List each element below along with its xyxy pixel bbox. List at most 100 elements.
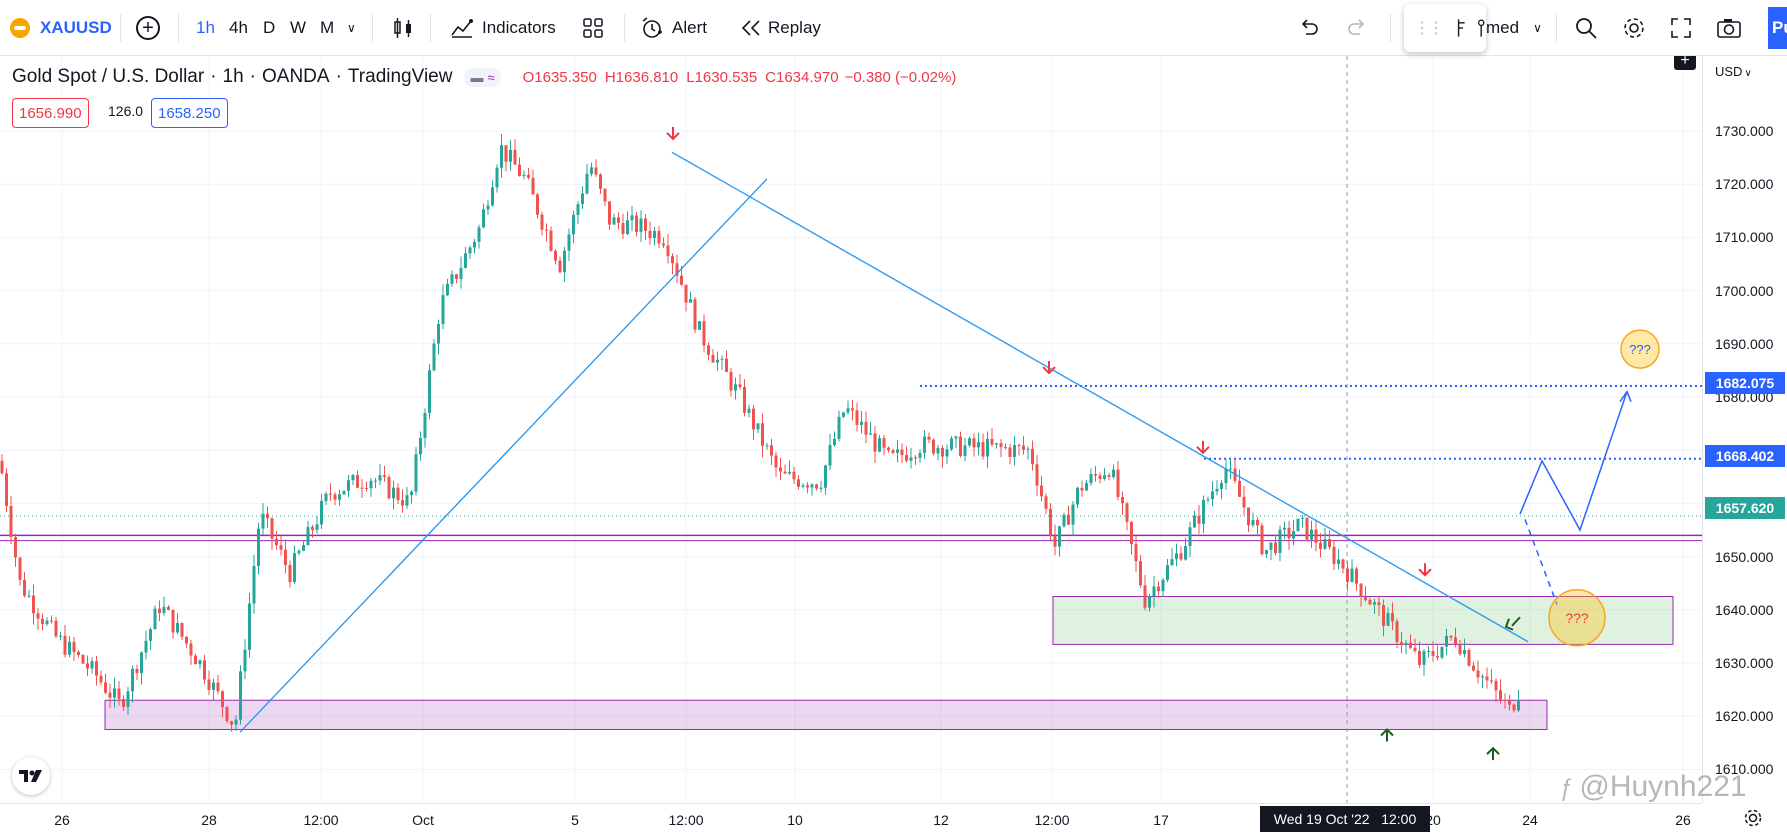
candle-body xyxy=(504,145,508,162)
candle-body xyxy=(603,188,607,202)
sell-button[interactable]: 1656.990 xyxy=(12,98,89,128)
currency-selector[interactable]: USD ∨ xyxy=(1715,64,1752,79)
candle-body xyxy=(185,636,188,644)
chart-pane[interactable]: ?????? + xyxy=(0,56,1702,803)
undo-button[interactable] xyxy=(1298,0,1320,55)
price-axis[interactable]: USD ∨ 1730.000 1720.000 1710.000 1700.000 169… xyxy=(1702,56,1787,827)
candle-body xyxy=(270,518,274,539)
time-tick-label: 10 xyxy=(787,812,803,828)
candle-body xyxy=(905,455,908,461)
interval-w[interactable]: W xyxy=(290,17,307,37)
symbol-search[interactable]: XAUUSD xyxy=(10,0,112,55)
indicators-button[interactable]: Indicators xyxy=(450,0,556,55)
candle-body xyxy=(459,267,463,280)
legend-status-pill[interactable]: ▬ ≈ xyxy=(464,67,501,87)
candle-body xyxy=(1184,546,1187,560)
price-chart[interactable]: ?????? + xyxy=(0,56,1702,803)
wave-icon: ≈ xyxy=(487,69,495,85)
candle-body xyxy=(275,538,278,546)
candle-body xyxy=(1346,568,1349,582)
candle-body xyxy=(14,537,17,558)
candle-body xyxy=(149,629,152,641)
interval-d[interactable]: D xyxy=(263,17,276,37)
candle-body xyxy=(963,445,967,457)
interval-1h[interactable]: 1h xyxy=(196,17,215,37)
candle-body xyxy=(77,651,80,656)
candle-body xyxy=(63,635,67,655)
candle-body xyxy=(698,321,701,330)
candle-body xyxy=(419,438,422,455)
snapshot-button[interactable] xyxy=(1716,0,1742,55)
interval-4h[interactable]: 4h xyxy=(229,17,248,37)
candle-body xyxy=(473,241,476,248)
add-symbol-button[interactable]: + xyxy=(136,0,160,55)
undo-icon xyxy=(1301,18,1318,35)
symbol-label: XAUUSD xyxy=(40,17,112,37)
candle-body xyxy=(455,274,458,280)
chart-type-button[interactable] xyxy=(392,0,414,55)
candle-body xyxy=(338,494,341,500)
candle-body xyxy=(518,164,521,176)
candle-body xyxy=(1202,499,1205,524)
time-axis[interactable]: 26 28 12:00 Oct 5 12:00 10 12 12:00 17 20 24 26 Wed … xyxy=(0,803,1702,838)
drawing-tool-icon[interactable] xyxy=(1456,16,1472,40)
candle-body xyxy=(522,174,526,176)
candle-body xyxy=(887,447,890,451)
buy-button[interactable]: 1658.250 xyxy=(151,98,228,128)
interval-m[interactable]: M xyxy=(320,17,335,37)
candle-body xyxy=(1337,559,1340,564)
candle-body xyxy=(810,484,814,488)
publish-button[interactable]: Pu xyxy=(1768,7,1787,49)
candle-body xyxy=(1175,553,1178,560)
candle-body xyxy=(689,299,692,303)
redo-button[interactable] xyxy=(1346,0,1368,55)
candle-body xyxy=(500,145,503,168)
legend-close: C1634.970 xyxy=(765,68,839,86)
candle-body xyxy=(1211,491,1214,500)
candle-body xyxy=(923,436,926,453)
candle-body xyxy=(1485,676,1489,681)
drag-handle-icon[interactable]: ⋮⋮ xyxy=(1414,20,1444,37)
candle-body xyxy=(356,475,359,488)
search-button[interactable] xyxy=(1574,0,1598,55)
candle-body xyxy=(662,243,665,246)
layout-name-button[interactable]: med ∨ xyxy=(1486,17,1542,37)
candle-body xyxy=(1476,670,1480,678)
candle-body xyxy=(1323,539,1327,549)
candle-body xyxy=(792,471,796,480)
candle-body xyxy=(410,491,413,496)
candle-body xyxy=(468,247,472,254)
candle-body xyxy=(482,209,485,228)
candle-body xyxy=(770,445,773,456)
candle-body xyxy=(374,480,377,482)
candle-body xyxy=(446,283,449,296)
settings-button[interactable] xyxy=(1622,0,1646,55)
candle-body xyxy=(1481,676,1484,678)
candle-body xyxy=(585,173,589,194)
pin-icon[interactable] xyxy=(1476,16,1486,40)
candle-body xyxy=(450,274,454,284)
candle-body xyxy=(1472,665,1475,671)
candle-body xyxy=(1157,586,1160,592)
candle-body xyxy=(815,484,818,489)
tradingview-logo[interactable] xyxy=(12,757,50,795)
axis-settings-button[interactable] xyxy=(1743,808,1763,833)
candle-body xyxy=(590,167,593,174)
candle-body xyxy=(1197,515,1201,524)
candle-body xyxy=(32,595,35,614)
replay-button[interactable]: Replay xyxy=(740,0,821,55)
time-tick-label: 5 xyxy=(571,812,579,828)
chevron-down-icon: ∨ xyxy=(1533,20,1542,35)
alert-button[interactable]: Alert xyxy=(640,0,707,55)
legend-change: −0.380 (−0.02%) xyxy=(844,68,957,86)
fullscreen-button[interactable] xyxy=(1670,0,1692,55)
pane-add-button[interactable] xyxy=(1674,56,1696,70)
candle-body xyxy=(1436,655,1439,658)
candle-body xyxy=(1269,542,1273,550)
price-tick-label: 1710.000 xyxy=(1715,229,1774,246)
layouts-button[interactable] xyxy=(582,0,604,55)
candle-body xyxy=(1328,539,1331,547)
candles-icon xyxy=(394,17,411,38)
candle-body xyxy=(495,167,499,188)
interval-dropdown[interactable]: ∨ xyxy=(347,0,356,55)
